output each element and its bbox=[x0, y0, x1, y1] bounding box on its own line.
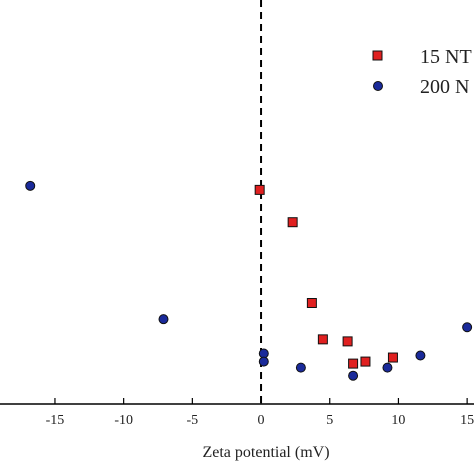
x-tick-label: -15 bbox=[46, 413, 65, 428]
legend-item: 200 N bbox=[373, 76, 469, 98]
series-circles bbox=[25, 180, 473, 381]
data-point-square bbox=[342, 336, 353, 347]
legend: 15 NT 200 N bbox=[372, 46, 472, 98]
data-point-square bbox=[387, 352, 398, 363]
x-tick-label: 5 bbox=[326, 413, 333, 428]
legend-label: 200 N bbox=[420, 76, 469, 98]
data-point-circle bbox=[415, 350, 426, 361]
data-point-circle bbox=[382, 362, 393, 373]
x-tick-label: 0 bbox=[258, 413, 265, 428]
x-tick-label: -5 bbox=[187, 413, 199, 428]
x-tick-label: 15 bbox=[460, 413, 474, 428]
data-point-square bbox=[254, 184, 265, 195]
legend-marker-circle bbox=[373, 81, 383, 91]
x-tick-label: -10 bbox=[114, 413, 133, 428]
data-point-square bbox=[306, 298, 317, 308]
data-point-circle bbox=[158, 314, 169, 325]
legend-label: 15 NT bbox=[420, 46, 472, 68]
data-point-square bbox=[317, 334, 328, 345]
x-axis-label: Zeta potential (mV) bbox=[202, 444, 329, 461]
data-point-square bbox=[360, 356, 371, 367]
data-point-circle bbox=[295, 362, 306, 373]
data-point-circle bbox=[258, 356, 269, 367]
data-point-circle bbox=[348, 370, 359, 381]
data-point-circle bbox=[462, 322, 473, 333]
legend-marker-square bbox=[372, 50, 383, 61]
series-squares bbox=[254, 184, 398, 369]
legend-item: 15 NT bbox=[372, 46, 472, 68]
data-point-square bbox=[348, 358, 359, 369]
data-point-circle bbox=[25, 180, 36, 191]
data-point-square bbox=[287, 217, 298, 228]
x-tick-label: 10 bbox=[391, 413, 405, 428]
